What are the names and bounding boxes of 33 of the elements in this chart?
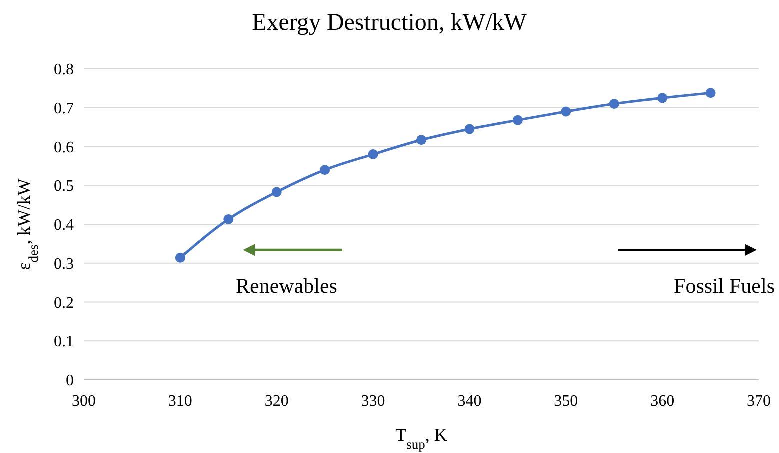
point <box>512 115 523 126</box>
x-tick-label: 320 <box>264 393 289 410</box>
y-tick-label: 0 <box>66 372 74 390</box>
x-tick-label: 360 <box>650 393 675 410</box>
x-axis-title: T$_{sup}$, K <box>396 425 448 452</box>
y-tick-label: 0.6 <box>54 139 74 156</box>
point <box>224 214 234 224</box>
chart-title: Exergy Destruction, kW/kW <box>252 10 528 36</box>
y-tick-label: 0.2 <box>54 294 74 312</box>
y-tick-label: 0.3 <box>54 256 74 273</box>
x-tick-label: 330 <box>361 393 386 410</box>
y-tick-label: 0.1 <box>54 334 74 351</box>
y-tick-label: 0.5 <box>54 178 74 196</box>
point <box>706 88 716 98</box>
x-tick-label: 340 <box>458 393 482 410</box>
point <box>561 106 572 117</box>
x-tick-label: 300 <box>72 393 96 410</box>
y-tick-label: 0.8 <box>54 62 74 79</box>
y-tick-label: 0.7 <box>54 100 74 118</box>
y-tick-label: 0.4 <box>54 217 74 234</box>
point <box>609 98 620 109</box>
annotation: Fossil Fuels <box>674 274 775 298</box>
point <box>175 252 186 263</box>
point <box>416 135 426 146</box>
point <box>320 165 330 176</box>
point <box>368 150 378 160</box>
point <box>272 187 282 198</box>
x-tick-label: 310 <box>168 393 192 410</box>
x-tick-label: 370 <box>747 393 771 410</box>
point <box>658 93 668 104</box>
x-tick-label: 350 <box>554 393 578 410</box>
point <box>464 124 475 134</box>
annotation: Renewables <box>236 274 338 298</box>
